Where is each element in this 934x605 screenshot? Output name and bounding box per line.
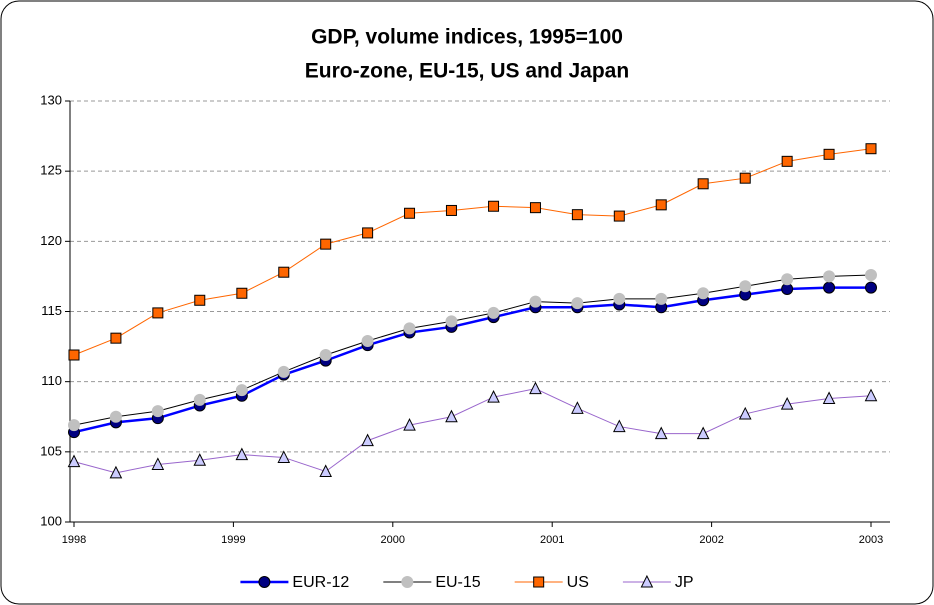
marker — [362, 227, 374, 239]
marker — [865, 269, 877, 282]
marker — [613, 292, 626, 305]
marker — [823, 148, 835, 160]
marker — [319, 349, 332, 362]
marker — [571, 209, 583, 221]
chart-subtitle: Euro-zone, EU-15, US and Japan — [305, 60, 629, 83]
marker — [781, 155, 793, 167]
marker — [529, 381, 542, 395]
marker — [780, 397, 794, 410]
marker — [822, 391, 836, 405]
chart-title: GDP, volume indices, 1995=100 — [311, 26, 623, 49]
marker — [277, 365, 290, 378]
marker — [236, 287, 248, 299]
marker — [68, 349, 80, 361]
y-tick-label: 110 — [41, 373, 62, 388]
marker — [612, 419, 626, 433]
marker — [319, 464, 333, 477]
marker — [193, 453, 207, 466]
marker — [865, 281, 877, 294]
x-tick-label: 1998 — [62, 534, 86, 546]
marker — [696, 426, 710, 440]
y-tick-label: 120 — [40, 233, 62, 248]
marker — [258, 576, 271, 588]
marker — [655, 199, 667, 211]
y-tick-label: 125 — [40, 163, 62, 178]
marker — [67, 454, 81, 468]
marker — [194, 294, 206, 306]
y-tick-label: 105 — [40, 443, 62, 458]
marker — [151, 457, 165, 470]
marker — [109, 410, 122, 423]
legend: EUR-12 EU-15 US JP — [240, 574, 694, 591]
marker — [445, 204, 457, 216]
marker — [613, 210, 625, 222]
marker — [739, 280, 752, 293]
marker — [109, 465, 123, 479]
marker — [697, 287, 710, 300]
legend-label: EU-15 — [435, 574, 480, 591]
marker — [193, 393, 206, 406]
marker — [278, 266, 290, 278]
marker — [403, 322, 416, 335]
marker — [488, 200, 500, 212]
marker — [487, 389, 500, 403]
x-tick-label: 2001 — [540, 534, 564, 546]
legend-label: EUR-12 — [292, 574, 349, 591]
marker — [68, 419, 80, 432]
marker — [445, 315, 458, 328]
series-line — [73, 388, 872, 474]
marker — [277, 450, 291, 463]
marker — [361, 334, 374, 347]
y-tick-label: 100 — [40, 513, 62, 528]
y-tick-label: 115 — [41, 303, 62, 318]
x-tick-label: 2002 — [699, 534, 723, 546]
marker — [110, 332, 122, 344]
marker — [533, 576, 545, 588]
marker — [654, 426, 668, 440]
series-line — [73, 148, 872, 356]
marker — [529, 295, 542, 308]
series-line — [73, 274, 872, 426]
marker — [320, 238, 332, 250]
marker — [640, 574, 654, 588]
marker — [697, 178, 709, 190]
marker — [361, 433, 374, 447]
marker — [487, 306, 500, 319]
marker — [739, 172, 751, 184]
legend-label: JP — [675, 574, 694, 591]
marker — [403, 418, 416, 431]
marker — [865, 143, 877, 155]
legend-label: US — [567, 574, 589, 591]
marker — [404, 207, 416, 219]
marker — [823, 270, 836, 283]
marker — [864, 388, 878, 402]
marker — [151, 405, 164, 418]
marker — [152, 307, 164, 319]
marker — [571, 401, 584, 414]
x-tick-label: 2000 — [381, 534, 405, 546]
marker — [235, 384, 248, 397]
marker — [529, 202, 541, 214]
marker — [738, 406, 752, 420]
marker — [655, 292, 668, 305]
marker — [571, 297, 584, 310]
marker — [781, 273, 794, 286]
marker — [445, 409, 458, 423]
marker — [235, 447, 249, 461]
marker — [823, 281, 836, 294]
x-tick-label: 2003 — [859, 534, 883, 546]
y-tick-label: 130 — [40, 92, 62, 107]
series-line — [73, 286, 871, 434]
x-tick-label: 1999 — [221, 534, 245, 546]
marker — [401, 576, 414, 588]
